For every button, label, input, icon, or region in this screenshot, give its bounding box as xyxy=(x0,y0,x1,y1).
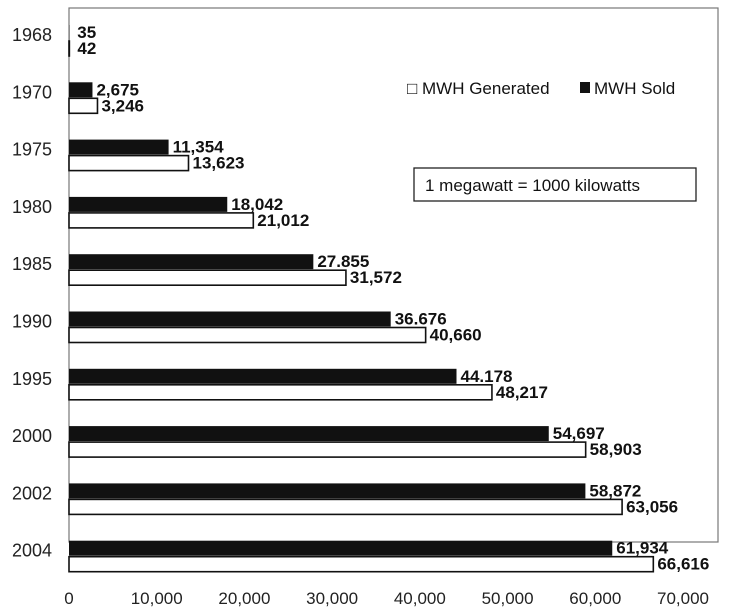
value-label-generated-2004: 66,616 xyxy=(657,555,709,574)
value-label-sold-2000: 54,697 xyxy=(553,424,605,443)
value-label-sold-1975: 11,354 xyxy=(173,138,225,157)
bar-sold-2002 xyxy=(69,483,586,499)
legend-sold-swatch xyxy=(580,82,590,93)
x-tick-2: 20,000 xyxy=(218,589,270,608)
bar-generated-2002 xyxy=(68,498,623,516)
x-tick-3: 30,000 xyxy=(306,589,358,608)
bar-sold-1985 xyxy=(69,254,314,270)
unit-note-border xyxy=(413,167,697,202)
bar-generated-2000 xyxy=(68,441,587,458)
bar-sold-1980 xyxy=(69,196,228,212)
x-tick-6: 60,000 xyxy=(569,589,621,608)
bar-generated-1970 xyxy=(68,97,99,115)
value-label-generated-1985: 31,572 xyxy=(350,268,402,287)
category-label-1975: 1975 xyxy=(12,140,52,160)
bar-sold-1975 xyxy=(69,139,169,155)
value-label-generated-1980: 21,012 xyxy=(257,211,309,230)
value-label-sold-1985: 27.855 xyxy=(317,252,369,271)
value-label-generated-2002: 63,056 xyxy=(626,497,678,516)
category-label-2002: 2002 xyxy=(12,483,52,503)
category-label-1985: 1985 xyxy=(12,254,52,274)
x-tick-4: 40,000 xyxy=(394,589,446,608)
bar-generated-2004 xyxy=(68,555,655,573)
category-label-1970: 1970 xyxy=(12,82,52,102)
category-label-1980: 1980 xyxy=(12,197,52,217)
value-label-generated-1968: 42 xyxy=(77,39,96,58)
bar-generated-1995 xyxy=(68,383,493,401)
legend-sold-text: MWH Sold xyxy=(594,79,675,98)
value-label-generated-1990: 40,660 xyxy=(430,326,482,345)
bar-generated-1975 xyxy=(68,154,190,172)
category-label-1995: 1995 xyxy=(12,369,52,389)
value-label-sold-2002: 58,872 xyxy=(589,481,641,500)
value-label-sold-1968: 35 xyxy=(77,23,96,42)
category-label-2004: 2004 xyxy=(12,541,52,561)
bar-generated-1980 xyxy=(68,212,255,229)
category-label-2000: 2000 xyxy=(12,426,52,446)
value-label-generated-1970: 3,246 xyxy=(101,96,144,115)
x-tick-7: 70,000 xyxy=(657,589,709,608)
category-labels: 1968 1970 1975 1980 1985 1990 1995 2000 2002 2004 xyxy=(12,25,52,561)
bar-sold-2000 xyxy=(69,426,549,442)
value-label-generated-2000: 58,903 xyxy=(590,440,642,459)
legend-generated-text: □ MWH Generated xyxy=(407,79,550,98)
bar-sold-1990 xyxy=(69,311,391,327)
legend: □ MWH Generated MWH Sold xyxy=(407,79,675,98)
value-label-sold-1995: 44.178 xyxy=(461,367,513,386)
bars-group xyxy=(68,25,655,573)
unit-note-box: 1 megawatt = 1000 kilowatts xyxy=(413,167,697,202)
value-label-sold-1980: 18,042 xyxy=(231,195,283,214)
x-tick-1: 10,000 xyxy=(131,589,183,608)
value-label-generated-1975: 13,623 xyxy=(192,154,244,173)
x-tick-labels: 0 10,000 20,000 30,000 40,000 50,000 60,000 70,… xyxy=(64,589,709,608)
bar-generated-1990 xyxy=(68,326,427,344)
category-label-1990: 1990 xyxy=(12,312,52,332)
x-tick-5: 50,000 xyxy=(482,589,534,608)
bar-sold-1970 xyxy=(69,82,93,98)
value-label-sold-2004: 61,934 xyxy=(616,539,669,558)
value-label-sold-1990: 36.676 xyxy=(395,310,447,329)
value-label-sold-1970: 2,675 xyxy=(96,80,139,99)
bar-generated-1985 xyxy=(68,269,347,287)
bar-sold-2004 xyxy=(69,540,613,556)
value-label-generated-1995: 48,217 xyxy=(496,383,548,402)
bar-sold-1995 xyxy=(69,368,457,384)
x-tick-0: 0 xyxy=(64,589,73,608)
category-label-1968: 1968 xyxy=(12,25,52,45)
unit-note-text: 1 megawatt = 1000 kilowatts xyxy=(425,176,640,195)
